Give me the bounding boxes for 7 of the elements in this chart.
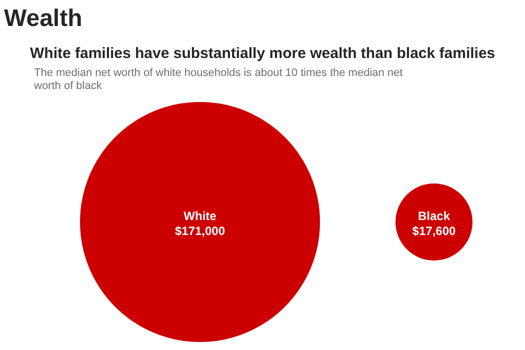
category-label: White xyxy=(184,209,217,223)
text: Wealth xyxy=(4,5,82,32)
category-label: Black xyxy=(418,209,450,223)
data-label: $17,600 xyxy=(412,224,456,238)
text: White families have substantially more wealth than black families xyxy=(30,45,496,62)
data-label: $171,000 xyxy=(174,224,226,238)
text: The median net worth of white households is about 10 times the median net worth of black xyxy=(33,67,403,92)
